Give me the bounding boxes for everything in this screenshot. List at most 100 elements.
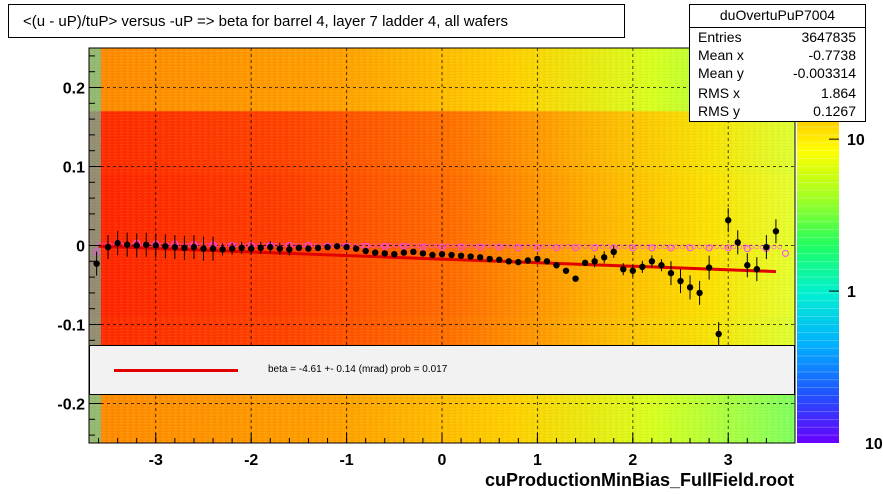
reference-band-marker	[742, 244, 748, 250]
profile-marker	[753, 266, 761, 273]
reference-band-marker	[725, 244, 731, 250]
reference-band-marker	[542, 243, 548, 249]
z-tick-label: 1	[847, 284, 856, 301]
profile-marker	[162, 243, 169, 250]
profile-marker	[448, 251, 455, 259]
x-tick-label: -1	[339, 452, 353, 469]
x-tick-label: -3	[149, 452, 163, 469]
profile-marker	[639, 263, 646, 271]
profile-marker	[228, 245, 236, 252]
reference-band-marker	[582, 243, 588, 249]
profile-marker	[400, 249, 408, 256]
stats-value: 0.1267	[813, 103, 856, 119]
profile-marker	[362, 247, 369, 255]
reference-band-marker	[204, 242, 210, 248]
reference-band-marker	[674, 244, 680, 250]
reference-marker	[419, 243, 427, 251]
stats-row-mean-y: Mean y -0.003314	[698, 65, 856, 83]
legend-fit-text: beta = -4.61 +- 0.14 (mrad) prob = 0.017	[268, 364, 448, 375]
reference-band-marker	[290, 242, 296, 248]
reference-band-marker	[508, 243, 514, 249]
stats-title: duOvertuPuP7004	[719, 7, 836, 23]
reference-band-marker	[588, 244, 594, 249]
profile-marker	[734, 239, 741, 246]
profile-marker	[696, 289, 703, 297]
reference-band-marker	[594, 244, 599, 249]
reference-band-marker	[691, 244, 697, 250]
profile-marker	[238, 244, 245, 252]
profile-marker	[600, 254, 608, 261]
stats-key: Entries	[698, 29, 742, 45]
profile-marker	[429, 251, 436, 259]
x-tick-label: -2	[244, 452, 258, 469]
reference-band-marker	[571, 243, 577, 249]
profile-marker	[114, 239, 121, 247]
profile-marker	[763, 243, 770, 251]
profile-marker	[772, 228, 780, 235]
reference-band-marker	[399, 243, 405, 249]
profile-marker	[333, 243, 341, 250]
profile-marker	[457, 252, 465, 259]
reference-band-marker	[479, 243, 485, 249]
reference-band-marker	[445, 243, 451, 249]
profile-marker	[286, 246, 293, 253]
reference-band-marker	[680, 244, 685, 250]
reference-band-marker	[216, 242, 222, 248]
reference-band-marker	[519, 243, 525, 249]
stats-key: Mean y	[698, 65, 744, 81]
profile-marker	[219, 246, 226, 253]
profile-marker	[143, 241, 150, 248]
reference-band-marker	[359, 243, 365, 249]
reference-band-marker	[754, 244, 760, 250]
reference-band-marker	[491, 243, 496, 249]
reference-band-marker	[422, 243, 428, 249]
profile-marker	[658, 262, 665, 269]
x-tick-label: 0	[438, 452, 447, 469]
y-tick-label: 0.1	[63, 160, 85, 177]
reference-band-marker	[428, 243, 433, 249]
reference-band-marker	[536, 243, 542, 249]
reference-band-marker	[662, 244, 668, 250]
profile-marker	[352, 245, 360, 252]
fit-legend: beta = -4.61 +- 0.14 (mrad) prob = 0.017	[89, 345, 795, 395]
reference-band-marker	[244, 242, 250, 248]
profile-marker	[553, 262, 560, 269]
stats-row-rms-x: RMS x 1.864	[698, 85, 856, 103]
reference-band-marker	[514, 243, 519, 249]
profile-marker	[715, 330, 722, 338]
stats-key: Mean x	[698, 47, 744, 63]
profile-marker	[209, 245, 217, 252]
reference-band-marker	[485, 243, 491, 249]
y-tick-label: 0.2	[63, 81, 85, 98]
profile-marker	[247, 245, 255, 252]
stats-key: RMS x	[698, 85, 740, 101]
reference-band-marker	[599, 244, 605, 249]
profile-marker	[725, 217, 732, 224]
reference-band-marker	[456, 243, 462, 249]
reference-marker	[686, 244, 694, 252]
z-min-label: 10	[865, 436, 883, 453]
profile-marker	[190, 243, 198, 251]
profile-marker	[123, 241, 131, 248]
reference-band-marker	[605, 244, 611, 249]
profile-marker	[744, 262, 751, 269]
reference-marker	[476, 243, 484, 251]
y-tick-label: -0.2	[57, 397, 85, 414]
stats-value: -0.003314	[792, 65, 856, 81]
reference-band-marker	[439, 243, 445, 249]
profile-marker	[200, 245, 207, 252]
reference-band-marker	[376, 243, 382, 249]
reference-band-marker	[462, 243, 468, 249]
reference-band-marker	[405, 243, 411, 249]
reference-band-marker	[565, 243, 571, 249]
reference-band-marker	[548, 243, 554, 249]
profile-marker	[276, 245, 284, 252]
profile-marker	[686, 284, 694, 291]
reference-marker	[705, 244, 713, 252]
reference-band-marker	[639, 244, 645, 249]
legend-fit-line	[114, 369, 238, 372]
stats-value: 1.864	[820, 85, 856, 101]
profile-marker	[181, 244, 188, 252]
profile-marker	[629, 267, 637, 274]
reference-band-marker	[645, 244, 651, 250]
